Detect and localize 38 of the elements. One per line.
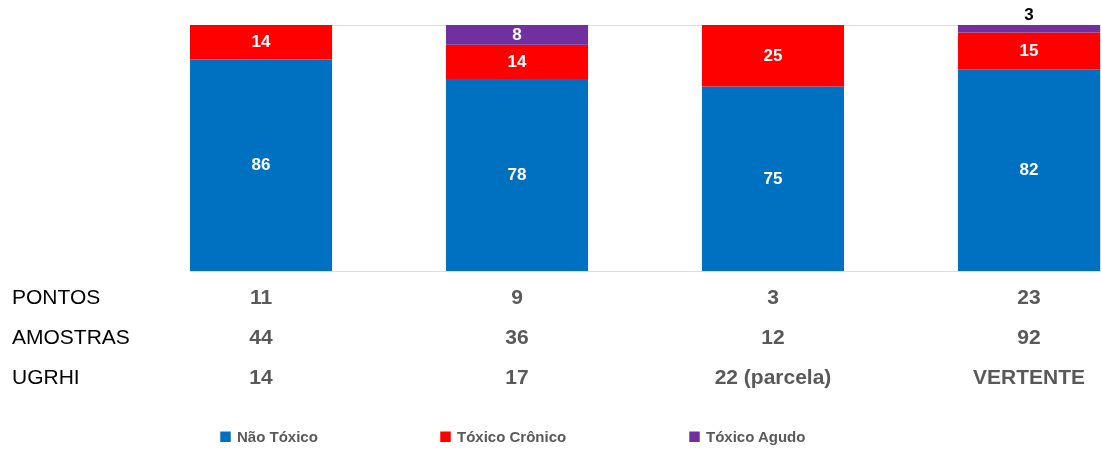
data-label: 15 [1019,40,1039,60]
data-label: 3 [1024,5,1034,24]
data-label: 78 [507,165,527,185]
text: 36 [505,325,529,348]
text: 12 [761,325,785,348]
bar [957,25,1100,33]
bar [701,86,845,271]
data-label: 82 [1019,160,1039,180]
bar [701,25,845,87]
bar [957,32,1100,70]
x-tick-label: 14 [249,365,274,388]
data-label: 14 [507,51,527,71]
bar [957,69,1100,271]
legend-label: Tóxico Agudo [706,427,806,445]
text: PONTOS [12,285,101,308]
text: 23 [1017,285,1041,308]
text: 3 [767,285,779,308]
bar [445,44,589,80]
legend-label: Tóxico Crônico [457,427,567,445]
bar [190,25,333,60]
text: AMOSTRAS [12,325,130,348]
text: 92 [1017,325,1041,348]
data-label: 75 [763,168,783,188]
text: 11 [249,285,273,308]
data-label: 8 [512,24,522,44]
x-tick-label: 22 (parcela) [714,365,832,388]
text: 9 [511,285,523,308]
data-label: 25 [763,45,783,65]
bar [445,25,589,45]
text: UGRHI [12,365,80,388]
data-label: 14 [251,32,272,52]
data-label: 86 [251,155,271,175]
bar [445,79,589,271]
text: 44 [249,325,274,348]
bar [190,59,333,271]
legend-label: Não Tóxico [237,427,318,445]
x-tick-label: VERTENTE [972,365,1085,388]
x-tick-label: 17 [505,365,529,388]
